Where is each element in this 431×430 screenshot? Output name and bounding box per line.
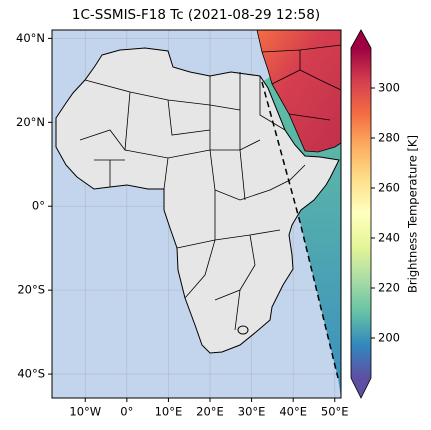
x-tick-label: 40°E: [279, 405, 307, 419]
x-tick-label: 50°E: [321, 405, 349, 419]
colorbar-tick-label: 200: [378, 331, 400, 345]
y-tick-label: 40°N: [16, 31, 45, 45]
colorbar-outline: [350, 29, 372, 399]
x-tick-label: 0°: [120, 405, 133, 419]
colorbar-tick-label: 260: [378, 181, 400, 195]
colorbar: 200 220 240 260 280 300: [350, 29, 400, 399]
colorbar-tick-label: 300: [378, 81, 400, 95]
axis-ticks: 10°W 0° 10°E 20°E 30°E 40°E 50°E 40°N 20°N 0° 20°S…: [16, 31, 349, 419]
colorbar-body: [351, 48, 371, 378]
middle-east-borders: [261, 44, 341, 121]
x-tick-label: 10°W: [69, 405, 101, 419]
colorbar-tick-label: 280: [378, 131, 400, 145]
y-tick-label: 20°S: [17, 283, 45, 297]
country-borders: [79, 72, 306, 331]
colorbar-tick-label: 240: [378, 231, 400, 245]
colorbar-extend-top: [351, 30, 371, 48]
swath-edge: [261, 81, 339, 379]
x-tick-label: 20°E: [196, 405, 224, 419]
y-tick-label: 0°: [32, 199, 45, 213]
heat-region: [256, 30, 341, 153]
lesotho: [237, 325, 249, 335]
map-frame: [51, 29, 342, 399]
colorbar-label: Brightness Temperature [K]: [406, 135, 420, 293]
x-tick-label: 10°E: [155, 405, 183, 419]
y-tick-label: 20°N: [16, 115, 45, 129]
map-title: 1C-SSMIS-F18 Tc (2021-08-29 12:58): [72, 7, 320, 23]
africa: [55, 47, 340, 354]
colorbar-extend-bottom: [351, 378, 371, 398]
y-tick-label: 40°S: [17, 367, 45, 381]
colorbar-tick-label: 220: [378, 281, 400, 295]
x-tick-label: 30°E: [238, 405, 266, 419]
map-area: [52, 30, 341, 398]
